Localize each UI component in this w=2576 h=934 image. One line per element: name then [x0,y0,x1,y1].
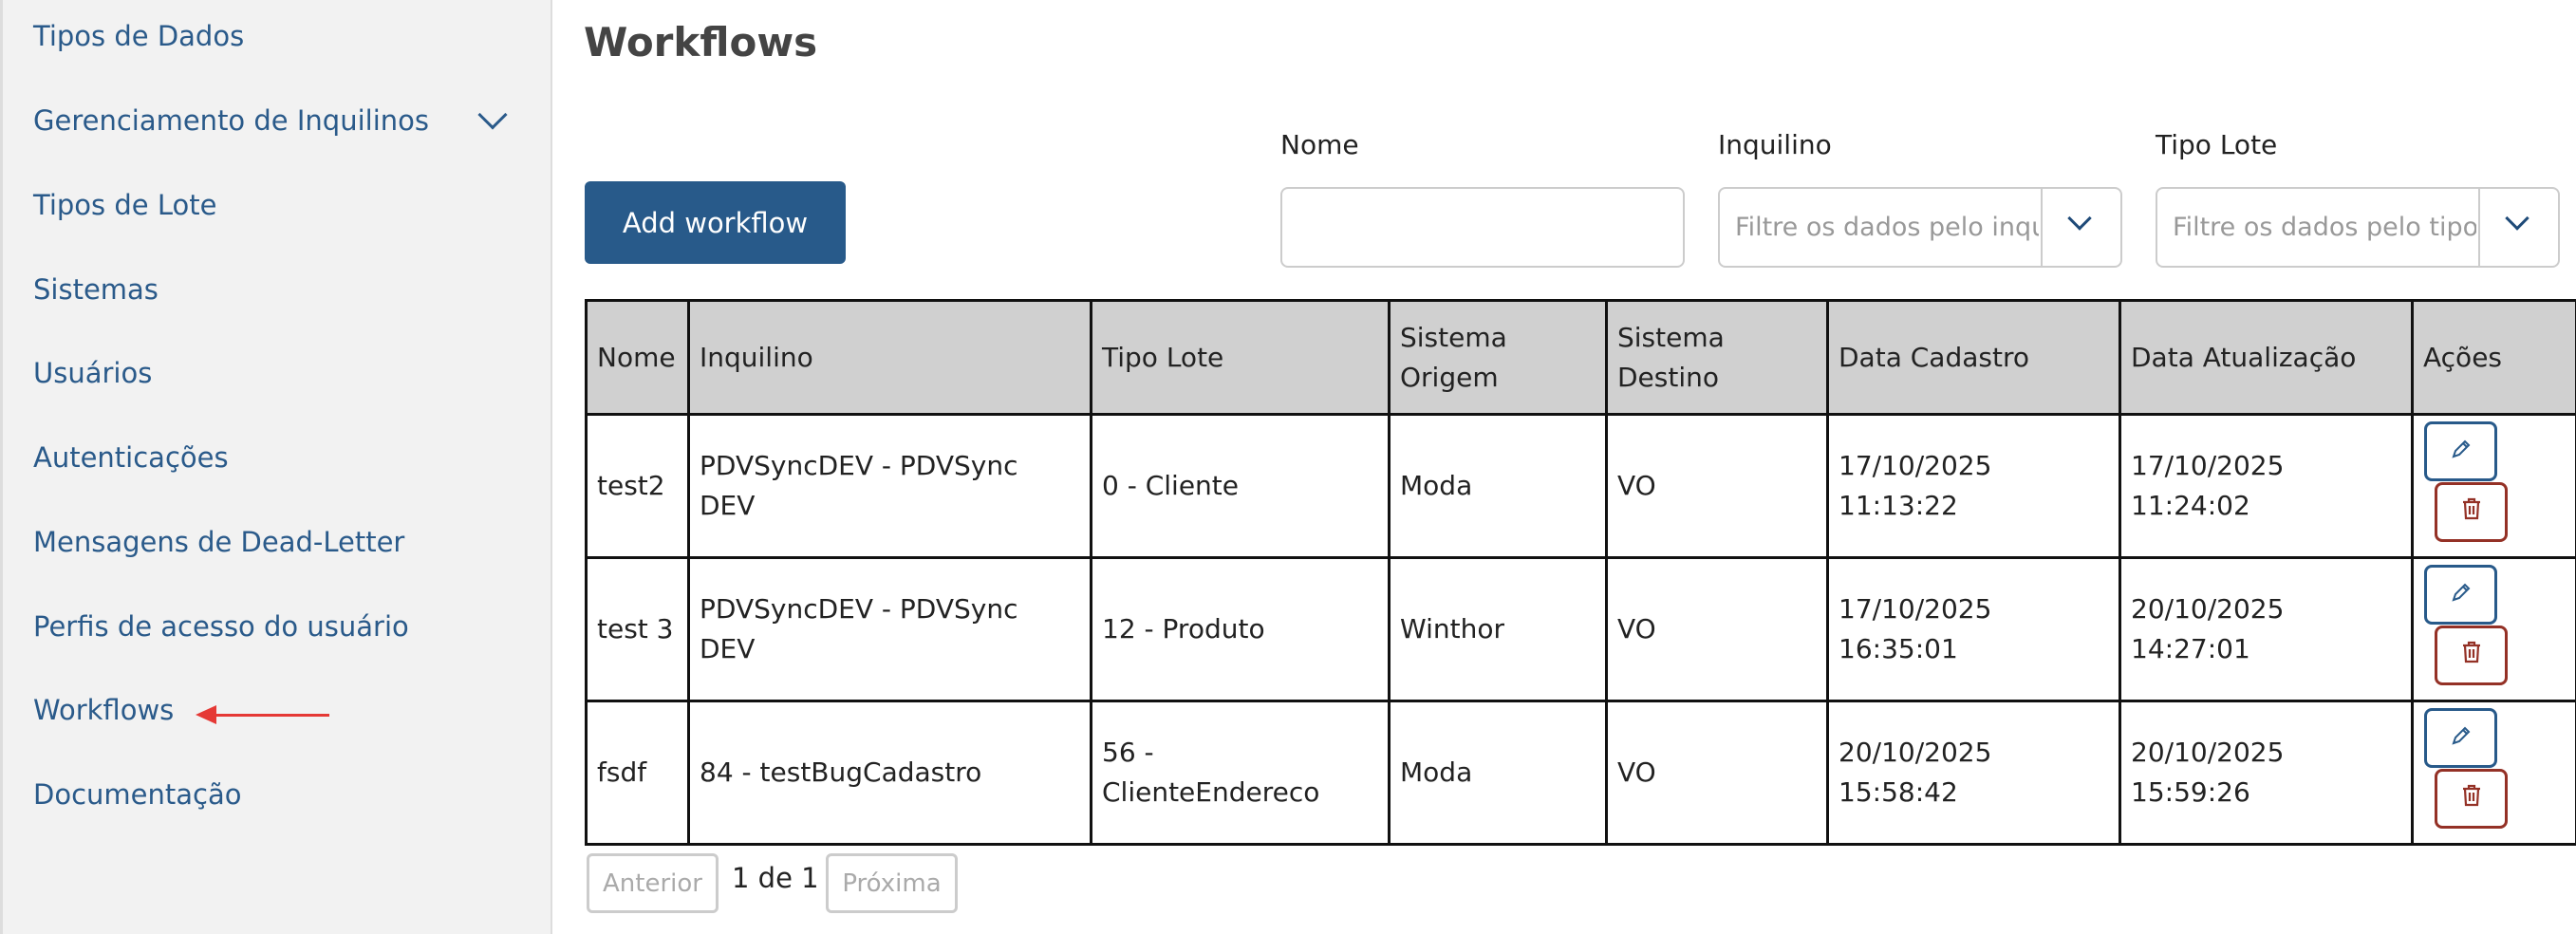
previous-page-button[interactable]: Anterior [587,853,719,913]
table-cell: Winthor [1388,556,1608,702]
table-cell: 12 - Produto [1090,556,1391,702]
column-header: Ações [2411,299,2576,416]
table-cell: 56 - ClienteEndereco [1090,700,1391,846]
delete-button[interactable] [2435,482,2508,542]
chevron-down-icon[interactable] [477,100,508,130]
sidebar-item-autenticacoes[interactable]: Autenticações [33,441,229,474]
chevron-down-icon[interactable] [2505,206,2529,231]
edit-button[interactable] [2424,565,2497,625]
table-row: fsdf 84 - testBugCadastro 56 - ClienteEnde… [585,700,2576,846]
column-header: Data Cadastro [1826,299,2121,416]
nome-input[interactable] [1280,187,1685,268]
pencil-icon [2450,575,2473,615]
sidebar-item-workflows[interactable]: Workflows [33,694,175,726]
tipo-lote-label: Tipo Lote [2156,129,2278,160]
actions-cell [2411,556,2576,702]
inquilino-label: Inquilino [1718,129,1832,160]
table-cell: VO [1605,556,1829,702]
table-cell: test2 [585,413,690,559]
column-header: Inquilino [687,299,1092,416]
sidebar-item-tipos-de-lote[interactable]: Tipos de Lote [33,189,217,221]
trash-icon [2460,636,2483,676]
table-cell: 0 - Cliente [1090,413,1391,559]
pencil-icon [2450,432,2473,472]
tipo-lote-select[interactable]: Filtre os dados pelo tipo [2156,187,2560,268]
sidebar-item-tipos-de-dados[interactable]: Tipos de Dados [33,20,245,52]
red-arrow-annotation-icon [196,705,329,724]
table-header-row: Nome Inquilino Tipo Lote Sistema Origem … [585,299,2576,416]
table-cell: 20/10/2025 14:27:01 [2119,556,2414,702]
table-cell: Moda [1388,700,1608,846]
table-cell: test 3 [585,556,690,702]
column-header: Nome [585,299,690,416]
next-page-button[interactable]: Próxima [826,853,958,913]
inquilino-select[interactable]: Filtre os dados pelo inquilino [1718,187,2122,268]
edit-button[interactable] [2424,421,2497,481]
table-cell: 20/10/2025 15:58:42 [1826,700,2121,846]
trash-icon [2460,779,2483,819]
actions-cell [2411,700,2576,846]
delete-button[interactable] [2435,626,2508,685]
sidebar-item-documentacao[interactable]: Documentação [33,778,242,811]
table-cell: 20/10/2025 15:59:26 [2119,700,2414,846]
table-cell: VO [1605,700,1829,846]
sidebar-item-sistemas[interactable]: Sistemas [33,273,159,306]
nome-label: Nome [1280,129,1359,160]
sidebar-item-usuarios[interactable]: Usuários [33,357,153,389]
table-cell: Moda [1388,413,1608,559]
table-cell: 17/10/2025 16:35:01 [1826,556,2121,702]
column-header: Sistema Destino [1605,299,1829,416]
table-cell: fsdf [585,700,690,846]
sidebar-item-perfis-acesso[interactable]: Perfis de acesso do usuário [33,610,409,643]
edit-button[interactable] [2424,708,2497,768]
tipo-lote-placeholder: Filtre os dados pelo tipo [2173,213,2476,242]
column-header: Tipo Lote [1090,299,1391,416]
table-cell: VO [1605,413,1829,559]
page-info: 1 de 1 [732,862,819,894]
delete-button[interactable] [2435,769,2508,829]
table-row: test 3 PDVSyncDEV - PDVSync DEV 12 - Produ… [585,556,2576,702]
table-cell: PDVSyncDEV - PDVSync DEV [687,413,1092,559]
table-cell: PDVSyncDEV - PDVSync DEV [687,556,1092,702]
column-header: Data Atualização [2119,299,2414,416]
table-cell: 84 - testBugCadastro [687,700,1092,846]
chevron-down-icon[interactable] [2067,206,2092,231]
table-cell: 17/10/2025 11:24:02 [2119,413,2414,559]
select-divider [2478,189,2480,266]
actions-cell [2411,413,2576,559]
page-title: Workflows [584,19,818,65]
sidebar: Tipos de Dados Gerenciamento de Inquilin… [0,0,552,934]
table-row: test2 PDVSyncDEV - PDVSync DEV 0 - Cliente… [585,413,2576,559]
column-header: Sistema Origem [1388,299,1608,416]
add-workflow-button[interactable]: Add workflow [585,181,846,264]
workflows-table: Nome Inquilino Tipo Lote Sistema Origem … [585,299,2576,846]
sidebar-item-gerenciamento-inquilinos[interactable]: Gerenciamento de Inquilinos [33,104,429,137]
pencil-icon [2450,719,2473,758]
inquilino-placeholder: Filtre os dados pelo inquilino [1735,213,2039,242]
trash-icon [2460,493,2483,532]
table-cell: 17/10/2025 11:13:22 [1826,413,2121,559]
select-divider [2041,189,2043,266]
sidebar-item-dead-letter[interactable]: Mensagens de Dead-Letter [33,526,405,558]
